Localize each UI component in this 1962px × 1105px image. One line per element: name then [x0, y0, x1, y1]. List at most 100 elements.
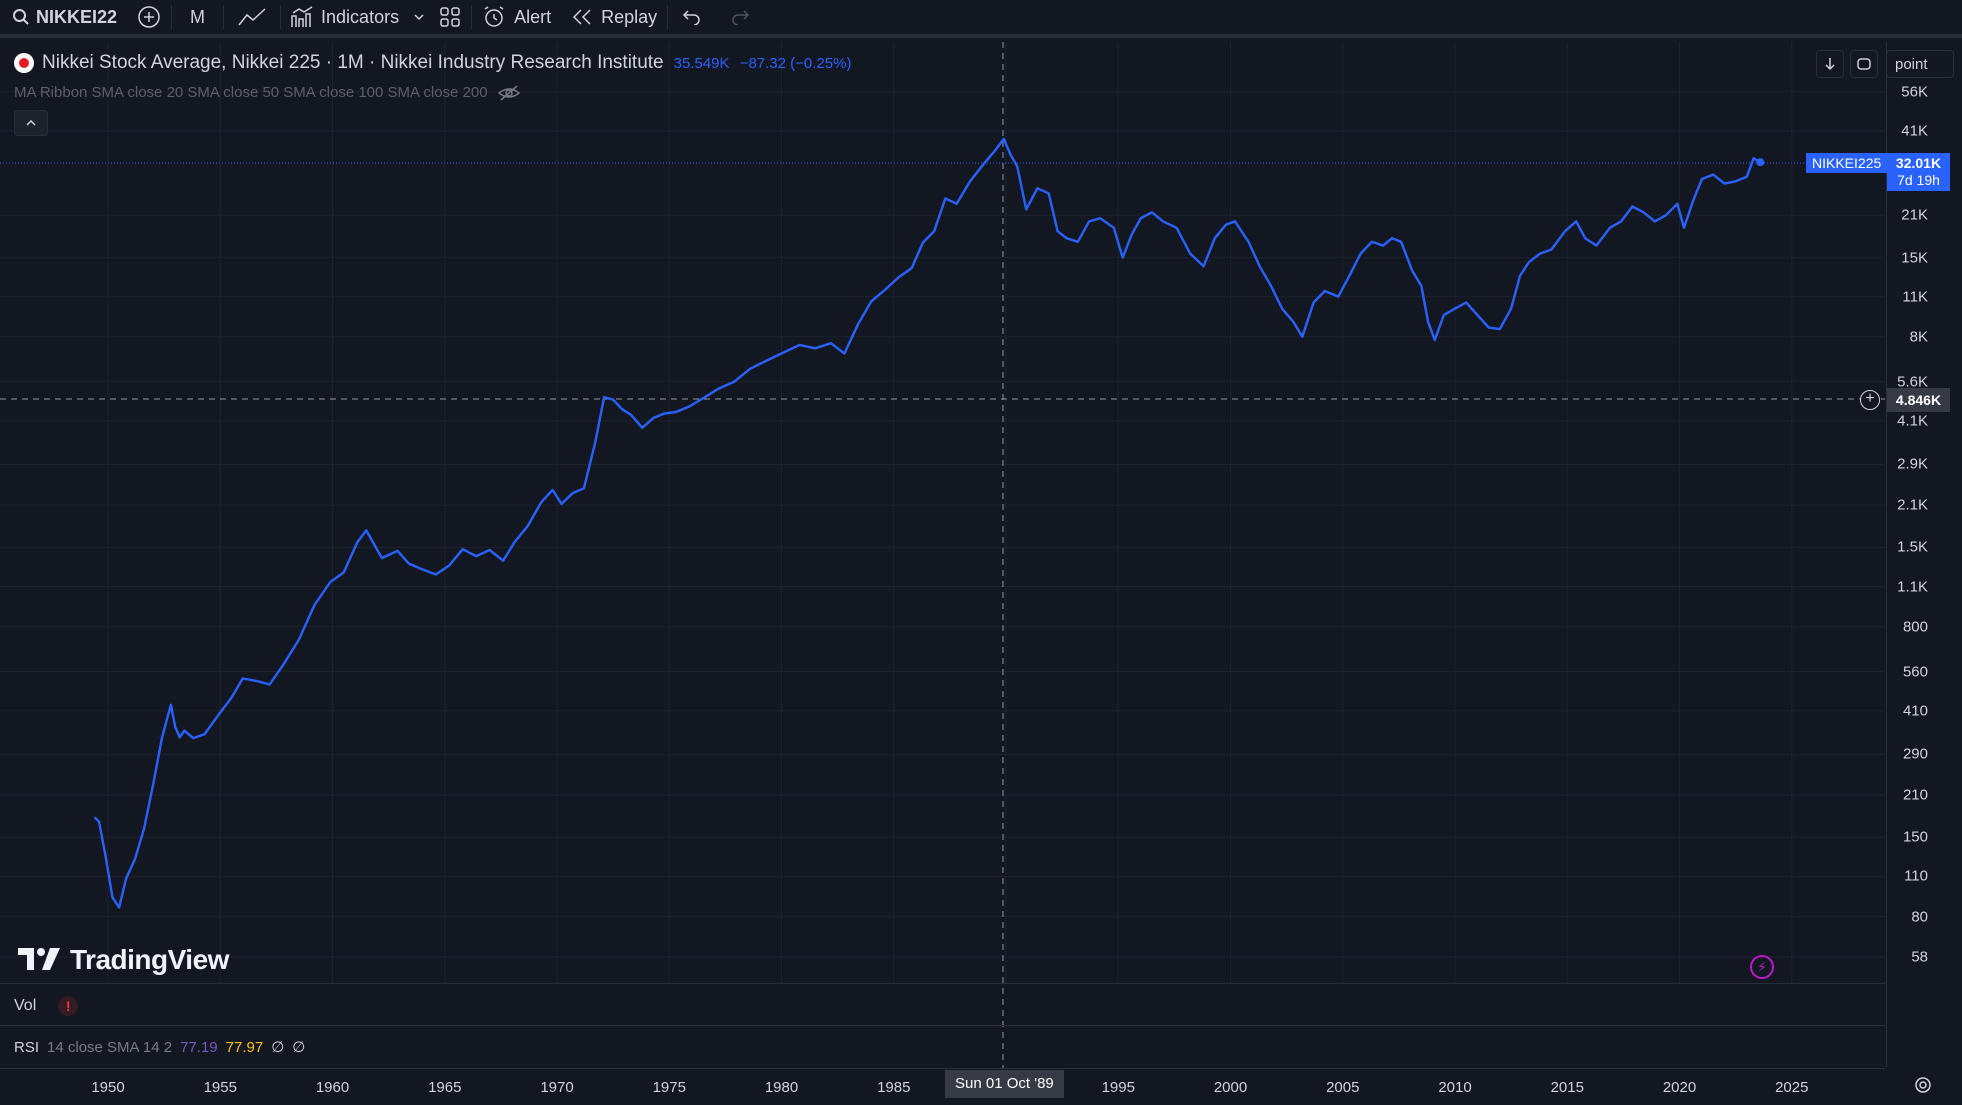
- symbol-name: NIKKEI22: [36, 6, 118, 27]
- arrow-down-icon: [1825, 58, 1835, 71]
- reset-scale-button[interactable]: [1850, 50, 1878, 78]
- undo-button[interactable]: [668, 0, 716, 36]
- price-tick-label: 15K: [1901, 249, 1928, 267]
- chevron-up-icon: [26, 119, 36, 126]
- layouts-button[interactable]: [429, 0, 471, 36]
- grid-icon: [440, 7, 460, 27]
- last-price-dot: [1756, 158, 1765, 167]
- last-price-label: 32.01K 7d 19h: [1887, 153, 1950, 191]
- time-tick-label: 1955: [203, 1079, 237, 1096]
- time-tick-label: 1950: [91, 1079, 125, 1096]
- warning-icon[interactable]: !: [58, 996, 79, 1016]
- price-tick-label: 11K: [1902, 288, 1928, 306]
- price-tick-label: 2.9K: [1897, 455, 1928, 473]
- volume-pane-legend: Vol !: [14, 996, 79, 1016]
- lightning-icon[interactable]: ⚡: [1750, 955, 1774, 979]
- price-tick-label: 560: [1902, 663, 1928, 681]
- price-tick-label: 110: [1904, 867, 1928, 885]
- price-tick-label: 2.1K: [1897, 496, 1928, 514]
- toolbar-divider: [223, 5, 225, 29]
- scroll-to-latest-button[interactable]: [1816, 50, 1844, 78]
- ma-ribbon-legend[interactable]: MA Ribbon SMA close 20 SMA close 50 SMA …: [14, 84, 520, 101]
- japan-flag-icon: [14, 53, 34, 73]
- price-tick-label: 4.1K: [1897, 412, 1928, 430]
- tradingview-logo[interactable]: TradingView: [16, 944, 229, 976]
- rewind-icon: [573, 9, 591, 25]
- price-tick-label: 800: [1902, 618, 1928, 636]
- replay-label: Replay: [601, 6, 658, 27]
- top-toolbar: NIKKEI22 M Indicators Alert Replay: [0, 0, 1962, 38]
- legend-change: −87.32 (−0.25%): [739, 54, 852, 72]
- time-tick-label: 1970: [540, 1079, 574, 1096]
- symbol-price-label: NIKKEI225: [1806, 153, 1888, 173]
- tradingview-wordmark: TradingView: [70, 944, 229, 975]
- time-axis[interactable]: 1950 1955 1960 1965 1970 1975 1980 1985 1995 2000…: [0, 1068, 1885, 1105]
- rsi-empty-value-1: ∅: [271, 1039, 285, 1056]
- time-tick-label: 1980: [764, 1079, 799, 1096]
- rsi-pane-legend: RSI 14 close SMA 14 2 77.19 77.97 ∅ ∅: [14, 1038, 313, 1057]
- price-tick-label: 80: [1911, 908, 1928, 925]
- price-series-line: [93, 137, 1761, 909]
- price-tick-label: 5.6K: [1897, 373, 1928, 391]
- ma-ribbon-label: MA Ribbon SMA close 20 SMA close 50 SMA …: [14, 84, 488, 101]
- add-alert-plus-icon[interactable]: +: [1860, 390, 1880, 410]
- chart-grid: [0, 42, 1885, 983]
- rsi-empty-value-2: ∅: [292, 1039, 306, 1056]
- alarm-clock-icon: [484, 6, 504, 27]
- refresh-icon: [1857, 58, 1871, 70]
- chevron-down-icon: [414, 14, 424, 21]
- price-tick-label: 210: [1902, 786, 1928, 804]
- indicators-button[interactable]: Indicators: [281, 0, 409, 36]
- price-chart[interactable]: [0, 42, 1885, 1068]
- redo-button[interactable]: [716, 0, 764, 36]
- crosshair-price-label: 4.846K: [1887, 388, 1950, 412]
- time-tick-label: 1965: [428, 1079, 462, 1096]
- chart-legend: Nikkei Stock Average, Nikkei 225 · 1M · …: [14, 52, 857, 74]
- plus-circle-icon: [138, 6, 160, 28]
- indicators-dropdown-button[interactable]: [409, 0, 429, 36]
- line-chart-icon: [238, 8, 266, 26]
- price-tick-label: 58: [1911, 948, 1928, 966]
- alert-button[interactable]: Alert: [472, 0, 561, 36]
- volume-label: Vol: [14, 997, 37, 1014]
- compare-add-button[interactable]: [127, 0, 171, 36]
- chart-type-button[interactable]: [224, 0, 280, 36]
- interval-button[interactable]: M: [172, 0, 223, 36]
- price-tick-label: 1.1K: [1897, 578, 1928, 596]
- time-tick-label: 2020: [1662, 1079, 1697, 1096]
- rsi-params: 14 close SMA 14 2: [47, 1038, 173, 1056]
- indicators-icon: [291, 6, 313, 27]
- bar-countdown: 7d 19h: [1897, 172, 1940, 188]
- redo-icon: [732, 10, 750, 25]
- price-tick-label: 290: [1902, 745, 1928, 763]
- time-tick-label: 2025: [1775, 1079, 1809, 1096]
- alert-label: Alert: [514, 6, 552, 27]
- price-tick-label: 150: [1902, 828, 1928, 846]
- collapse-legend-button[interactable]: [14, 110, 48, 136]
- symbol-search-button[interactable]: NIKKEI22: [0, 0, 127, 36]
- indicators-label: Indicators: [321, 6, 400, 27]
- legend-values: 35.549K −87.32 (−0.25%): [674, 55, 858, 72]
- interval-label: M: [190, 6, 206, 27]
- legend-last-value: 35.549K: [673, 54, 730, 72]
- toolbar-divider: [171, 5, 173, 29]
- tradingview-logo-icon: [18, 948, 60, 970]
- time-tick-label: 1995: [1101, 1079, 1135, 1096]
- price-axis[interactable]: 56K 41K 21K 15K 11K 8K 5.6K 4.1K 2.9K 2.1K 1.5K 1.1…: [1886, 42, 1962, 1067]
- replay-button[interactable]: Replay: [561, 0, 667, 36]
- time-tick-label: 1985: [877, 1079, 911, 1096]
- pane-separator[interactable]: [0, 983, 1885, 984]
- price-tick-label: 410: [1902, 702, 1928, 720]
- price-tick-label: 21K: [1901, 206, 1928, 224]
- toolbar-divider: [471, 5, 473, 29]
- toolbar-divider: [280, 5, 282, 29]
- toolbar-divider: [667, 5, 669, 29]
- hidden-eye-icon[interactable]: [497, 84, 520, 101]
- symbol-title[interactable]: Nikkei Stock Average, Nikkei 225 · 1M · …: [42, 52, 664, 73]
- price-tick-label: 8K: [1909, 328, 1928, 346]
- pane-separator[interactable]: [0, 1025, 1885, 1026]
- time-tick-label: 2000: [1213, 1079, 1248, 1096]
- time-tick-label: 2010: [1438, 1079, 1472, 1096]
- time-tick-label: 2015: [1550, 1079, 1584, 1096]
- gear-icon[interactable]: [1912, 1074, 1934, 1096]
